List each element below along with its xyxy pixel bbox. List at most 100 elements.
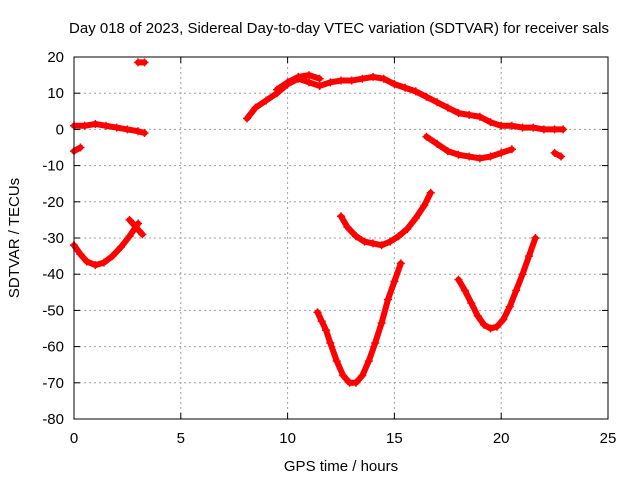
series-arc-a [70,143,85,156]
data-point [499,315,508,324]
data-point [140,129,149,138]
x-tick-label: 0 [70,430,78,447]
data-point [492,322,501,331]
data-point [243,114,252,123]
data-point [80,121,89,130]
data-point [123,125,132,134]
data-point [390,80,399,89]
data-point [550,148,559,157]
data-point [512,286,521,295]
data-point [304,71,313,80]
series-band [338,189,434,249]
series-arc-d [70,219,143,270]
series-band [314,260,404,386]
data-point [134,127,143,136]
y-tick-label: -30 [42,230,64,247]
data-point [559,125,568,134]
data-point [497,121,506,130]
series-band [126,216,146,238]
data-point [550,125,559,134]
data-point [112,123,121,132]
data-point [322,326,331,335]
data-point [497,148,506,157]
series-band [455,235,539,332]
data-point [394,232,403,241]
data-point [116,243,125,252]
data-point [390,277,399,286]
series-arc-i [550,148,566,161]
data-point [360,237,369,246]
series-arc-g [272,71,324,94]
series-arc-k [313,259,405,387]
data-point [529,123,538,132]
data-point [326,78,335,87]
data-point [326,338,335,347]
y-tick-label: -20 [42,194,64,211]
data-point [507,121,516,130]
data-point [475,112,484,121]
data-point [125,215,134,224]
series-arc-b [70,119,149,138]
data-point [524,252,533,261]
data-point [102,121,111,130]
data-point [315,81,324,90]
data-point [108,252,117,261]
tick-layer: 0 5 10 15 20 25 -80 -70 -60 -50 -40 -30 -20 -10 0 10 20 [42,49,616,447]
x-axis-label: GPS time / hours [284,458,398,475]
data-point [507,145,516,154]
data-point [251,103,260,112]
x-tick-label: 15 [386,430,403,447]
data-point [337,76,345,85]
data-point [358,371,367,380]
data-point [76,250,85,259]
chart-title: Day 018 of 2023, Sidereal Day-to-day VTE… [69,20,609,37]
data-point [486,324,495,333]
data-point [377,319,386,328]
x-tick-label: 25 [600,430,617,447]
grid-layer [74,57,608,419]
data-point [262,96,271,105]
data-point [332,357,341,366]
data-point [386,237,395,246]
data-point [304,78,313,87]
data-point [473,311,482,320]
data-point [531,234,540,242]
data-point [486,152,495,161]
y-tick-label: -70 [42,375,64,392]
data-point [465,152,474,161]
data-point [76,143,85,152]
y-tick-label: -80 [42,411,64,428]
data-point [315,74,324,83]
data-point [411,214,420,223]
data-point [433,139,442,148]
data-point [454,109,463,118]
data-point [443,147,452,156]
data-point [358,74,367,83]
data-point [91,119,100,128]
y-tick-label: -50 [42,302,64,319]
data-point [426,188,435,197]
data-point [343,223,352,232]
data-point [401,83,410,92]
y-tick-label: 10 [47,85,64,102]
data-point [283,78,292,87]
y-tick-label: -40 [42,266,64,283]
data-point [351,378,360,387]
data-point [467,299,476,308]
series-band [71,220,142,269]
data-point [317,317,326,326]
data-point [433,98,442,107]
data-point [411,87,420,96]
data-point [138,230,147,239]
data-point [377,241,386,250]
data-point [379,74,388,83]
series-arc-j [337,188,435,250]
data-point [454,275,463,284]
data-point [347,76,356,85]
series-arc-e [125,215,147,239]
data-point [91,261,100,270]
data-point [443,103,452,112]
y-tick-label: 20 [47,49,64,66]
data-point [557,152,566,161]
